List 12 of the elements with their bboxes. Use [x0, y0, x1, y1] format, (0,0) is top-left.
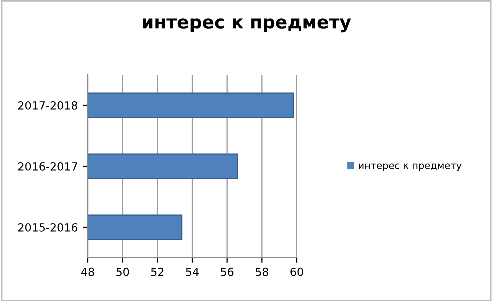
- y-tick-label: 2015-2016: [18, 223, 78, 232]
- y-tick-label: 2016-2017: [18, 162, 78, 171]
- x-tick-label: 56: [221, 268, 234, 276]
- chart-title: интерес к предмету: [143, 18, 352, 33]
- x-tick-label: 52: [151, 268, 164, 276]
- x-tick-label: 60: [290, 268, 304, 276]
- x-tick-label: 54: [186, 268, 199, 276]
- legend-label: интерес к предмету: [359, 164, 462, 172]
- x-tick-label: 48: [81, 268, 94, 276]
- y-tick-label: 2017-2018: [18, 101, 78, 110]
- x-tick-label: 50: [116, 268, 130, 276]
- x-tick-label: 58: [256, 268, 268, 276]
